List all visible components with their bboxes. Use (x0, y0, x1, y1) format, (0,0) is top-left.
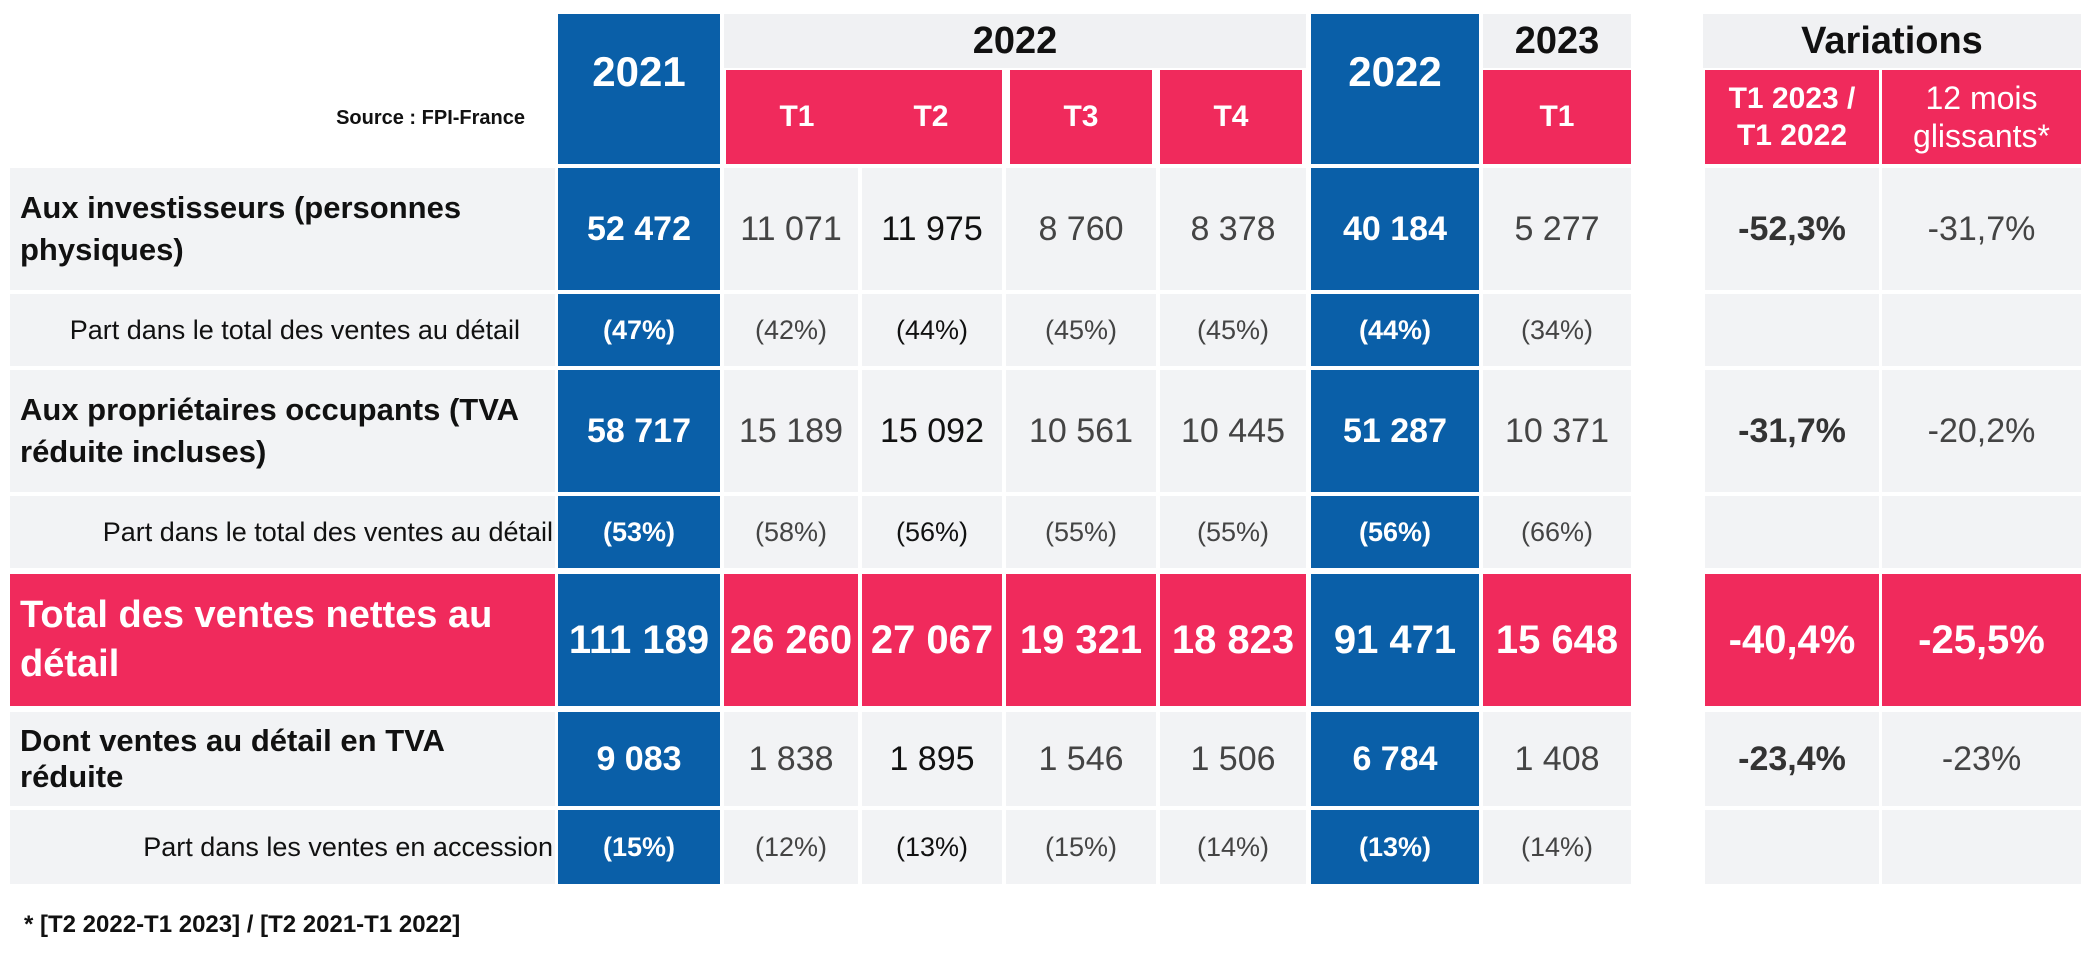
cell-q1-2022: (58%) (724, 496, 858, 568)
cell-2021: (53%) (558, 496, 720, 568)
cell-var-t1 (1705, 294, 1879, 366)
cell-var-t1: -40,4% (1705, 574, 1879, 706)
cell-q1-2023: 5 277 (1483, 168, 1631, 290)
cell-q1-2023: 10 371 (1483, 370, 1631, 492)
cell-var-12m: -20,2% (1882, 370, 2081, 492)
cell-q1-2022: 15 189 (724, 370, 858, 492)
cell-q1-2022: 26 260 (724, 574, 858, 706)
cell-q4-2022: (45%) (1160, 294, 1306, 366)
header-q4-2022: T4 (1160, 70, 1302, 164)
header-q1-2022: T1 (726, 70, 868, 164)
header-q1-2023: T1 (1483, 70, 1631, 164)
cell-var-t1 (1705, 496, 1879, 568)
cell-q3-2022: (55%) (1006, 496, 1156, 568)
cell-q4-2022: 1 506 (1160, 712, 1306, 806)
cell-2022: 6 784 (1311, 712, 1479, 806)
cell-q1-2023: 1 408 (1483, 712, 1631, 806)
row-label-investisseurs: Aux investisseurs (personnes physiques) (10, 168, 555, 290)
cell-2021: 111 189 (558, 574, 720, 706)
cell-q3-2022: (45%) (1006, 294, 1156, 366)
header-var-t1: T1 2023 / T1 2022 (1705, 70, 1879, 164)
footnote: * [T2 2022-T1 2023] / [T2 2021-T1 2022] (24, 911, 461, 938)
header-var-12m: 12 mois glissants* (1882, 70, 2081, 164)
cell-q3-2022: 1 546 (1006, 712, 1156, 806)
cell-q2-2022: 27 067 (862, 574, 1002, 706)
cell-q2-2022: (13%) (862, 810, 1002, 884)
cell-q3-2022: 8 760 (1006, 168, 1156, 290)
cell-var-t1 (1705, 810, 1879, 884)
cell-q2-2022: 15 092 (862, 370, 1002, 492)
cell-q1-2022: 1 838 (724, 712, 858, 806)
cell-2022: 51 287 (1311, 370, 1479, 492)
cell-q4-2022: (14%) (1160, 810, 1306, 884)
header-2022-total: 2022 (1311, 14, 1479, 164)
cell-q4-2022: 10 445 (1160, 370, 1306, 492)
cell-var-12m: -25,5% (1882, 574, 2081, 706)
cell-2022: (13%) (1311, 810, 1479, 884)
cell-2021: 52 472 (558, 168, 720, 290)
header-variations: Variations (1703, 14, 2081, 68)
cell-q1-2022: (12%) (724, 810, 858, 884)
row-label-proprietaires: Aux propriétaires occupants (TVA réduite… (10, 370, 555, 492)
cell-q2-2022: (56%) (862, 496, 1002, 568)
cell-q1-2022: (42%) (724, 294, 858, 366)
cell-q2-2022: 1 895 (862, 712, 1002, 806)
row-label-part-accession: Part dans les ventes en accession (10, 810, 555, 884)
cell-q1-2023: (34%) (1483, 294, 1631, 366)
cell-2022: (56%) (1311, 496, 1479, 568)
cell-2021: 58 717 (558, 370, 720, 492)
cell-q1-2022: 11 071 (724, 168, 858, 290)
header-q3-2022: T3 (1010, 70, 1152, 164)
cell-2022: 91 471 (1311, 574, 1479, 706)
cell-var-12m (1882, 294, 2081, 366)
cell-q3-2022: 10 561 (1006, 370, 1156, 492)
cell-q4-2022: 8 378 (1160, 168, 1306, 290)
source-label: Source : FPI-France (336, 106, 525, 129)
cell-2021: (15%) (558, 810, 720, 884)
cell-q3-2022: (15%) (1006, 810, 1156, 884)
cell-q1-2023: (66%) (1483, 496, 1631, 568)
cell-q4-2022: (55%) (1160, 496, 1306, 568)
cell-var-12m: -31,7% (1882, 168, 2081, 290)
cell-var-12m (1882, 810, 2081, 884)
cell-q3-2022: 19 321 (1006, 574, 1156, 706)
cell-q2-2022: (44%) (862, 294, 1002, 366)
cell-2022: (44%) (1311, 294, 1479, 366)
cell-q2-2022: 11 975 (862, 168, 1002, 290)
cell-q1-2023: (14%) (1483, 810, 1631, 884)
cell-2021: (47%) (558, 294, 720, 366)
row-label-part: Part dans le total des ventes au détail (10, 294, 555, 366)
cell-var-t1: -31,7% (1705, 370, 1879, 492)
row-label-tva-reduite: Dont ventes au détail en TVA réduite (10, 712, 555, 806)
row-label-total: Total des ventes nettes au détail (10, 574, 555, 706)
header-q2-2022: T2 (860, 70, 1002, 164)
cell-2021: 9 083 (558, 712, 720, 806)
header-2021: 2021 (558, 14, 720, 164)
header-2023-group: 2023 (1483, 14, 1631, 68)
cell-2022: 40 184 (1311, 168, 1479, 290)
cell-var-t1: -23,4% (1705, 712, 1879, 806)
cell-var-12m: -23% (1882, 712, 2081, 806)
cell-q1-2023: 15 648 (1483, 574, 1631, 706)
cell-var-12m (1882, 496, 2081, 568)
cell-q4-2022: 18 823 (1160, 574, 1306, 706)
row-label-part: Part dans le total des ventes au détail (10, 496, 555, 568)
cell-var-t1: -52,3% (1705, 168, 1879, 290)
header-2022-group: 2022 (724, 14, 1306, 68)
